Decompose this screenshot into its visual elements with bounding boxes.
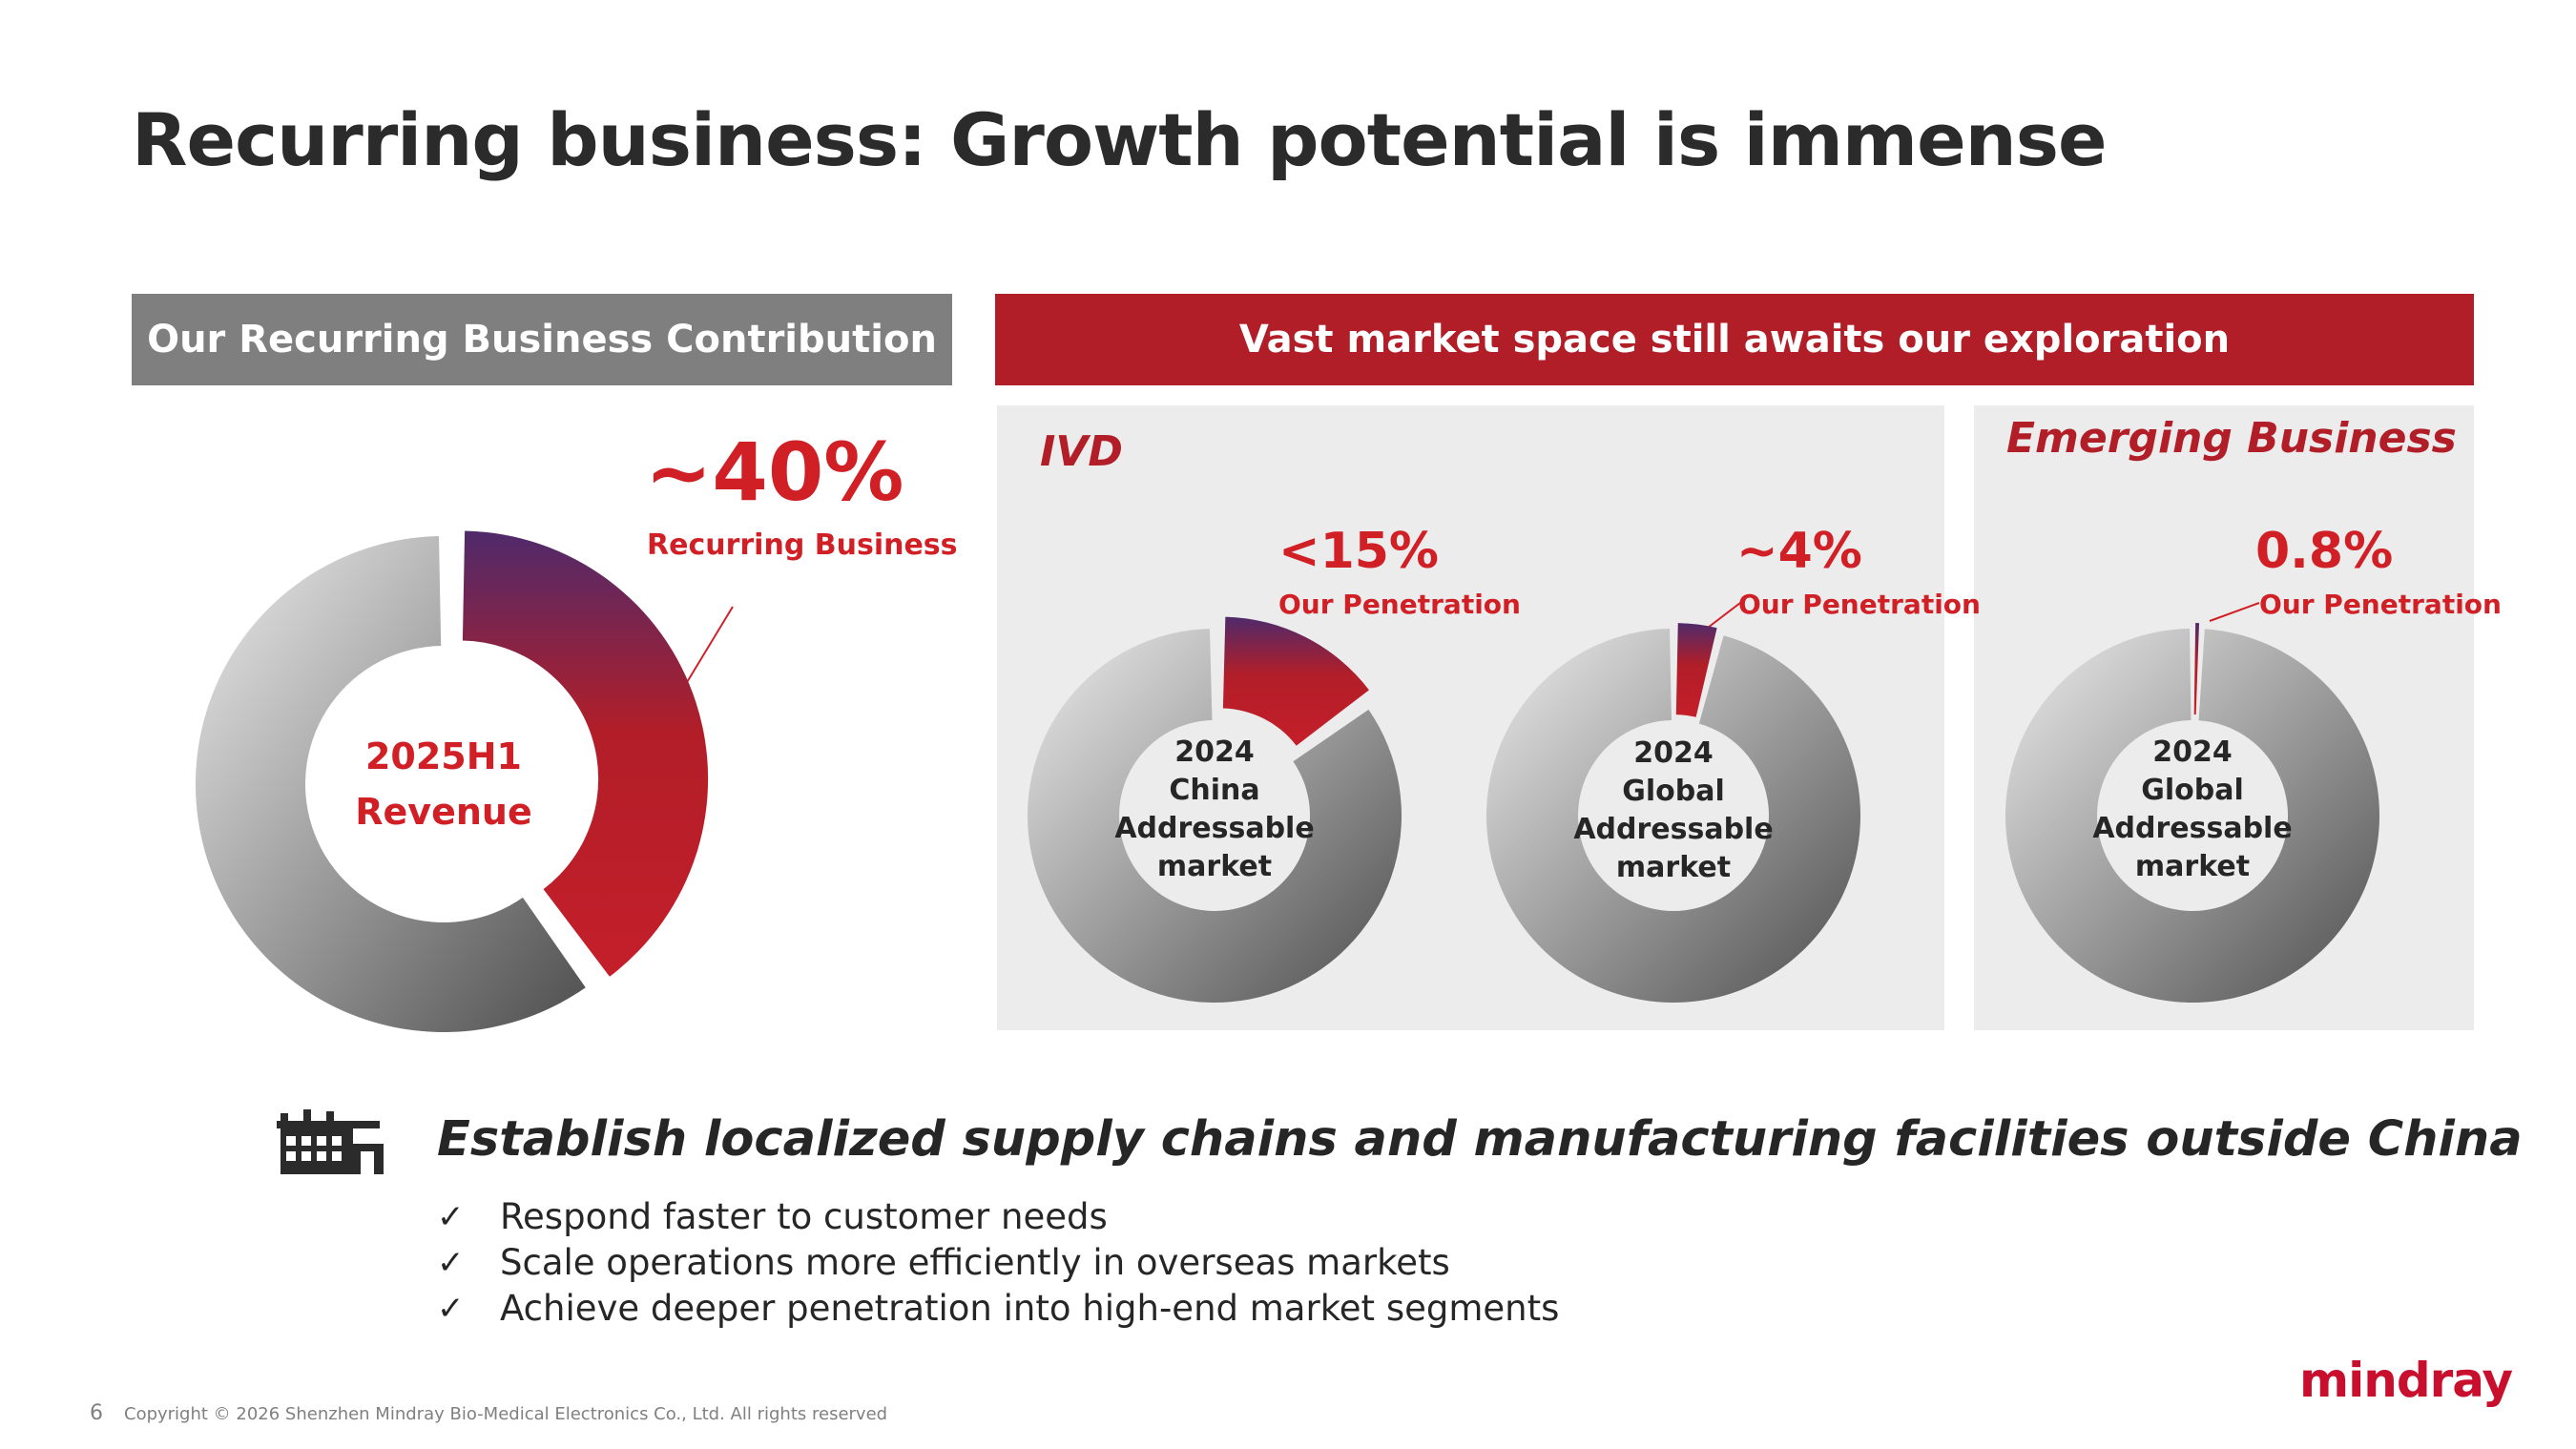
recurring-percent-label: ~40%	[645, 425, 904, 519]
copyright-notice: Copyright © 2026 Shenzhen Mindray Bio-Me…	[124, 1404, 888, 1424]
mindray-logo: mindray	[2299, 1353, 2513, 1408]
bullet-text: Achieve deeper penetration into high-end…	[500, 1288, 1560, 1329]
emerging-global-highlight-slice	[2193, 623, 2200, 715]
list-item: ✓ Scale operations more efficiently in ov…	[437, 1240, 1559, 1286]
ivd-global-caption: Our Penetration	[1738, 589, 1981, 620]
supply-bullet-list: ✓ Respond faster to customer needs ✓ Scale…	[437, 1194, 1559, 1332]
recurring-contribution-header: Our Recurring Business Contribution	[132, 294, 952, 385]
bullet-text: Scale operations more efficiently in ove…	[500, 1242, 1450, 1283]
list-item: ✓ Achieve deeper penetration into high-en…	[437, 1286, 1559, 1332]
revenue-remainder-slice	[196, 536, 586, 1032]
recurring-caption: Recurring Business	[647, 528, 958, 562]
ivd-title: IVD	[1040, 427, 1123, 476]
emerging-center-label: 2024 Global Addressable market	[2092, 735, 2293, 883]
market-space-header: Vast market space still awaits our explo…	[995, 294, 2474, 385]
ivd-global-center-label: 2024 Global Addressable market	[1573, 736, 1774, 884]
ivd-china-percent-label: <15%	[1278, 523, 1440, 580]
check-icon: ✓	[437, 1198, 465, 1236]
slide-title: Recurring business: Growth potential is …	[132, 97, 2108, 182]
ivd-china-remainder-slice	[1027, 629, 1402, 1003]
factory-icon	[277, 1109, 384, 1174]
emerging-percent-label: 0.8%	[2255, 523, 2394, 580]
ivd-global-leader-line	[1707, 602, 1741, 629]
ivd-global-highlight-slice	[1675, 623, 1717, 717]
check-icon: ✓	[437, 1244, 465, 1282]
emerging-global-remainder-slice	[2005, 629, 2380, 1003]
emerging-caption: Our Penetration	[2259, 589, 2502, 620]
ivd-global-remainder-slice	[1486, 629, 1861, 1003]
revenue-center-label: 2025H1 Revenue	[355, 735, 532, 833]
ivd-china-highlight-slice	[1222, 616, 1369, 746]
bullet-text: Respond faster to customer needs	[500, 1196, 1108, 1237]
ivd-china-center-label: 2024 China Addressable market	[1114, 735, 1315, 883]
check-icon: ✓	[437, 1290, 465, 1328]
emerging-leader-line	[2209, 602, 2260, 622]
ivd-china-caption: Our Penetration	[1278, 589, 1521, 620]
revenue-highlight-slice	[462, 530, 709, 977]
page-number: 6	[90, 1401, 103, 1425]
supply-chain-heading: Establish localized supply chains and ma…	[437, 1111, 2523, 1168]
emerging-business-title: Emerging Business	[2006, 414, 2457, 463]
ivd-global-percent-label: ~4%	[1736, 523, 1862, 580]
list-item: ✓ Respond faster to customer needs	[437, 1194, 1559, 1240]
